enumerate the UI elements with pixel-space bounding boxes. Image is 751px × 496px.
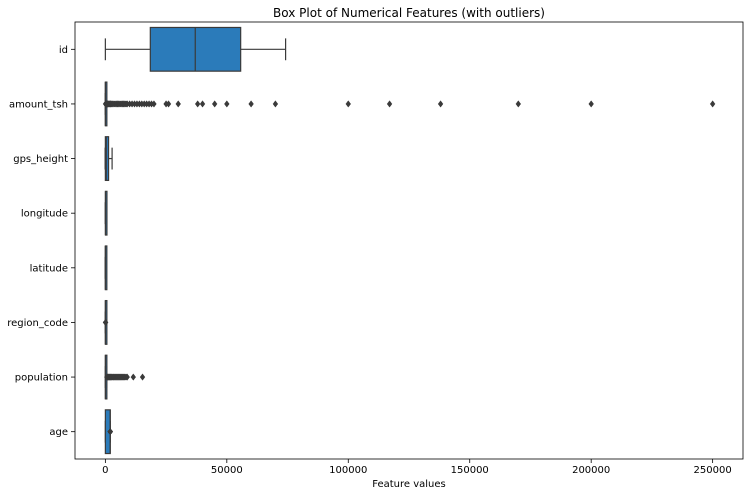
y-tick-label: amount_tsh (9, 99, 68, 110)
outlier-point (588, 100, 594, 108)
y-tick-label: id (59, 45, 68, 56)
y-tick-label: gps_height (13, 154, 68, 165)
outlier-point (272, 100, 279, 108)
y-tick-label: latitude (30, 263, 68, 274)
outlier-point (224, 100, 230, 108)
outlier-point (199, 100, 206, 108)
outlier-point (194, 100, 201, 108)
outlier-point (345, 100, 351, 108)
x-tick-label: 50000 (211, 465, 243, 476)
box-iqr (104, 136, 110, 182)
outlier-point (211, 100, 218, 108)
y-tick-label: longitude (21, 209, 68, 220)
outlier-point (386, 100, 393, 108)
outlier-point (515, 100, 522, 108)
x-tick-label: 200000 (572, 465, 610, 476)
y-tick-label: population (15, 373, 68, 384)
x-axis-label: Feature values (372, 479, 446, 490)
outlier-point (130, 373, 137, 381)
outlier-point (437, 100, 444, 108)
outlier-point (107, 428, 113, 436)
outlier-point (124, 373, 130, 381)
outlier-point (248, 100, 254, 108)
outlier-point (102, 318, 109, 327)
outlier-point (151, 100, 157, 108)
plot-frame (74, 21, 744, 460)
outlier-point (165, 100, 172, 108)
outlier-point (139, 373, 146, 381)
chart-title: Box Plot of Numerical Features (with out… (273, 6, 545, 20)
x-tick-label: 250000 (694, 465, 732, 476)
outlier-point (175, 100, 181, 108)
x-tick-label: 100000 (329, 465, 367, 476)
x-tick-label: 0 (102, 465, 108, 476)
y-tick-label: age (49, 427, 68, 438)
plot-area: 0 50000 100000 150000 200000 250000 id amount_t… (7, 21, 744, 476)
y-tick-label: region_code (7, 318, 68, 329)
outlier-point (709, 100, 716, 108)
x-tick-label: 150000 (451, 465, 489, 476)
